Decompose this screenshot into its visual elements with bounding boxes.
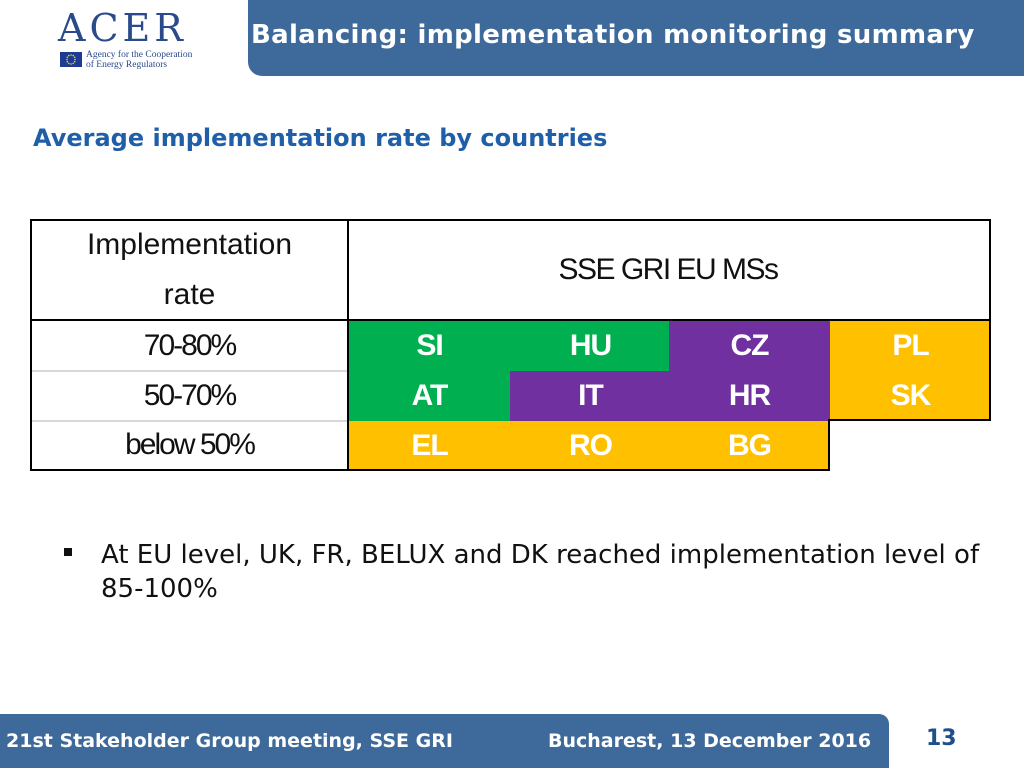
header-banner: Balancing: implementation monitoring sum… — [248, 0, 1024, 76]
bullet-square-icon — [64, 548, 72, 556]
footer-meeting: 21st Stakeholder Group meeting, SSE GRI — [6, 730, 453, 752]
row-1-rate: 70-80% — [30, 321, 349, 371]
country-cell: BG — [669, 421, 830, 471]
table-header-rate: Implementation rate — [30, 219, 349, 321]
bullet-text: At EU level, UK, FR, BELUX and DK reache… — [101, 540, 980, 604]
country-cell: CZ — [669, 321, 830, 371]
page-number: 13 — [926, 726, 957, 751]
country-cell: AT — [349, 371, 510, 421]
section-title: Average implementation rate by countries — [33, 124, 608, 152]
country-cell: SI — [349, 321, 510, 371]
logo-subtitle-line1: Agency for the Cooperation — [86, 50, 193, 60]
country-cell: HU — [510, 321, 671, 371]
country-cell: PL — [830, 321, 991, 371]
table-header-rate-line1: Implementation — [86, 228, 293, 261]
table-header-rate-line2: rate — [163, 278, 216, 311]
logo-subtitle: Agency for the Cooperation of Energy Reg… — [86, 50, 192, 70]
row-3-rate: below 50% — [30, 421, 349, 471]
country-cell: EL — [349, 421, 510, 471]
country-cell: HR — [669, 371, 830, 421]
footer-bar: 21st Stakeholder Group meeting, SSE GRI … — [0, 714, 889, 768]
country-cell: SK — [830, 371, 991, 421]
row-divider — [32, 420, 347, 422]
table-border — [347, 319, 349, 471]
footer-date: Bucharest, 13 December 2016 — [548, 730, 872, 752]
country-cell: IT — [510, 371, 671, 421]
logo-wordmark: ACER — [58, 6, 187, 50]
table-border — [347, 469, 830, 471]
row-divider — [32, 370, 347, 372]
acer-logo: ACER Agency for the Cooperation of Energ… — [58, 6, 208, 70]
country-cell: RO — [510, 421, 671, 471]
table-border — [989, 319, 991, 421]
table-border — [830, 419, 991, 421]
page-title: Balancing: implementation monitoring sum… — [251, 20, 975, 50]
logo-subtitle-line2: of Energy Regulators — [86, 60, 168, 70]
eu-flag-icon — [60, 52, 82, 67]
table-header-countries: SSE GRI EU MSs — [347, 219, 991, 321]
table-border — [828, 419, 830, 471]
row-2-rate: 50-70% — [30, 371, 349, 421]
